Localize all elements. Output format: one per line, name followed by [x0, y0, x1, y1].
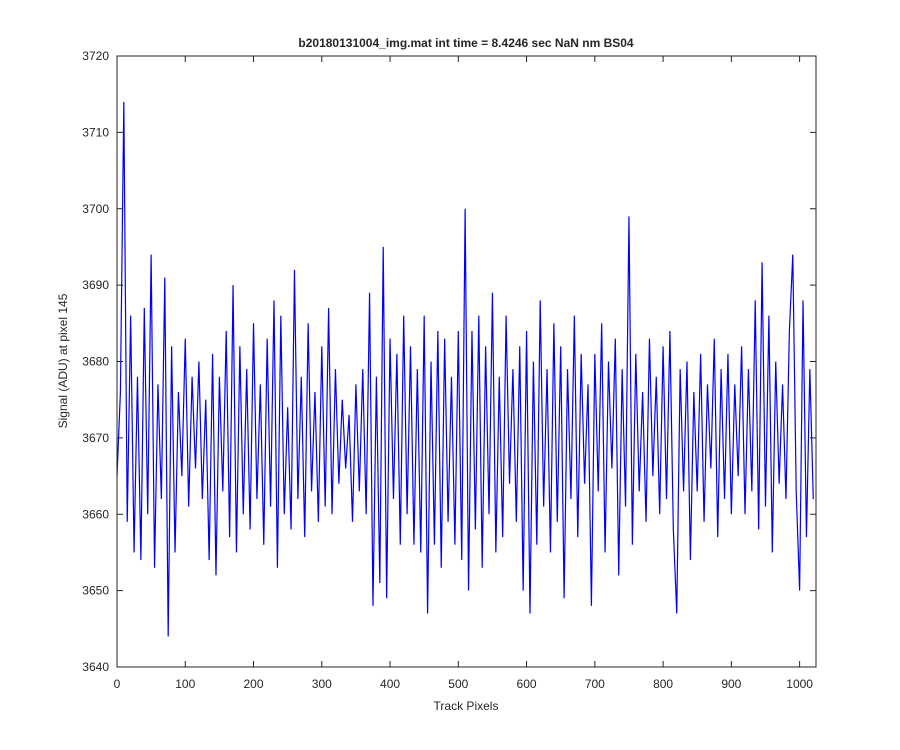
y-axis-label: Signal (ADU) at pixel 145: [56, 293, 70, 428]
x-tick-label: 300: [312, 677, 332, 691]
x-tick-label: 0: [114, 677, 121, 691]
y-tick-label: 3690: [82, 278, 109, 292]
chart-title: b20180131004_img.mat int time = 8.4246 s…: [298, 36, 634, 50]
axes-box: [116, 55, 817, 668]
y-tick-label: 3650: [82, 584, 109, 598]
y-tick-label: 3700: [82, 202, 109, 216]
y-tick-label: 3720: [82, 49, 109, 63]
y-tick-label: 3640: [82, 660, 109, 674]
x-tick-label: 600: [517, 677, 537, 691]
y-tick-label: 3710: [82, 125, 109, 139]
x-tick-label: 100: [175, 677, 195, 691]
x-axis-label: Track Pixels: [434, 699, 499, 713]
x-tick-label: 1000: [786, 677, 813, 691]
x-tick-label: 200: [244, 677, 264, 691]
y-tick-label: 3670: [82, 431, 109, 445]
y-tick-label: 3660: [82, 507, 109, 521]
x-tick-label: 900: [721, 677, 741, 691]
data-line: [116, 101, 814, 637]
x-tick-label: 500: [448, 677, 468, 691]
x-tick-label: 400: [380, 677, 400, 691]
x-tick-label: 800: [653, 677, 673, 691]
y-tick-label: 3680: [82, 355, 109, 369]
x-tick-label: 700: [585, 677, 605, 691]
